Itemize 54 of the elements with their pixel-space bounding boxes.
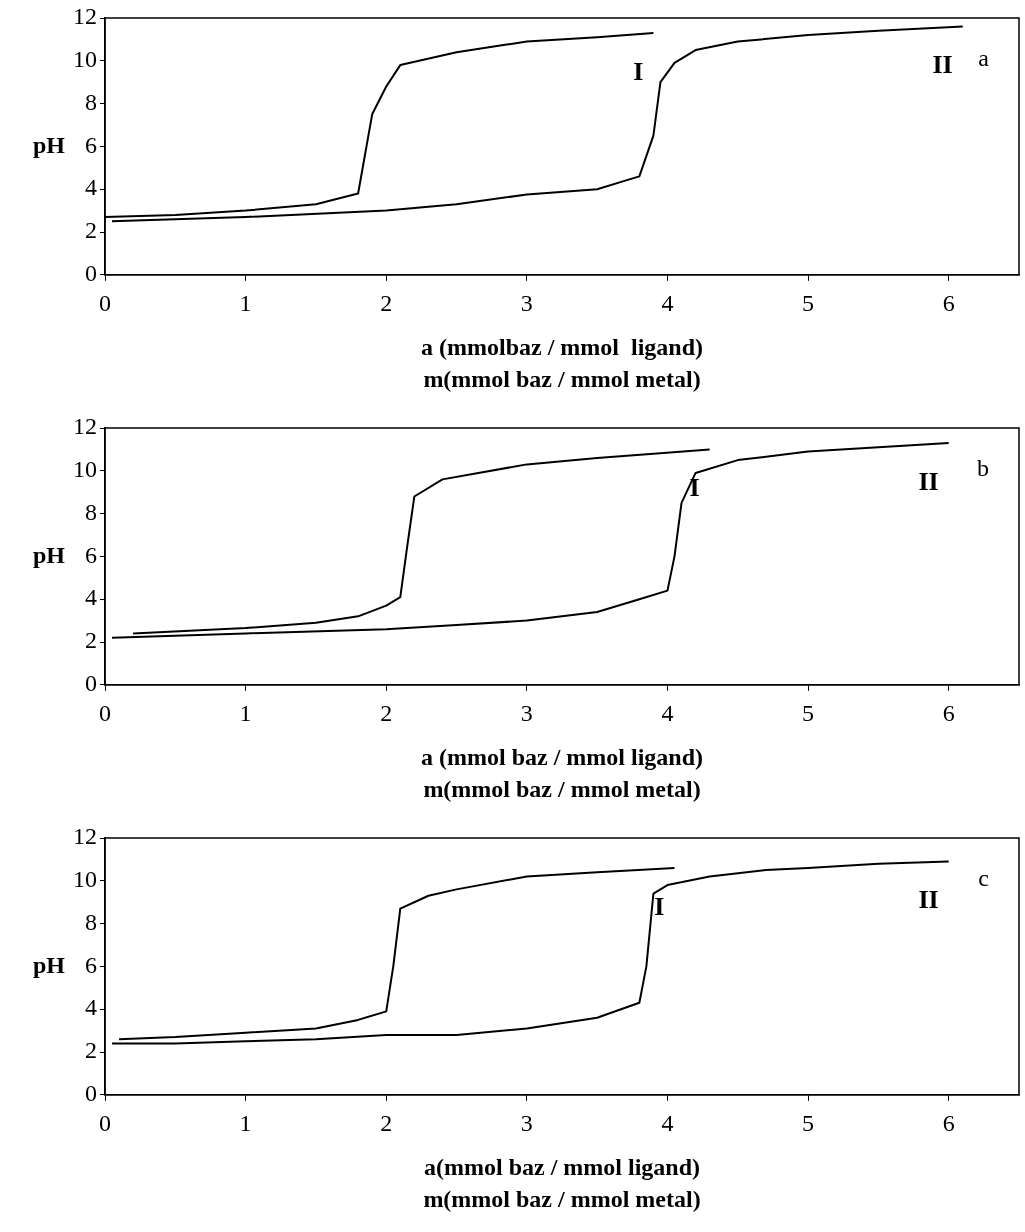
x-tick-label: 4 <box>661 290 674 317</box>
x-tick-label: 1 <box>239 290 252 317</box>
y-tick-label: 8 <box>85 498 97 525</box>
x-tick-label: 3 <box>520 700 533 727</box>
series-label: II <box>918 466 939 496</box>
y-tick-label: 2 <box>85 627 97 654</box>
y-tick-label: 10 <box>73 866 97 893</box>
x-tick-label: 3 <box>520 1110 533 1137</box>
x-tick-label: 6 <box>942 1110 955 1137</box>
x-tick-label: 2 <box>380 290 393 317</box>
y-tick-label: 4 <box>85 994 97 1021</box>
y-tick-label: 8 <box>85 908 97 935</box>
x-tick-label: 1 <box>239 1110 252 1137</box>
y-tick-label: 0 <box>85 260 97 287</box>
y-tick-label: 10 <box>73 46 97 73</box>
y-tick-label: 12 <box>73 413 97 440</box>
annotation: b <box>977 455 989 482</box>
x-tick-label: 2 <box>380 700 393 727</box>
annotation: a <box>978 45 990 72</box>
y-tick-label: 8 <box>85 88 97 115</box>
series-label: I <box>654 891 665 921</box>
y-axis-title: pH <box>32 951 66 978</box>
x-tick-label: 3 <box>520 290 533 317</box>
y-tick-label: 10 <box>73 456 97 483</box>
x-tick-label: 1 <box>239 700 252 727</box>
x-tick-label: 5 <box>802 1110 815 1137</box>
x-axis-title: a (mmol baz / mmol ligand) m(mmol baz / mmol metal) <box>421 744 703 802</box>
x-axis-title: a (mmolbaz / mmol ligand) m(mmol baz / mmol metal) <box>421 334 703 392</box>
x-tick-label: 6 <box>942 290 955 317</box>
x-tick-label: 5 <box>802 700 815 727</box>
y-tick-label: 2 <box>85 217 97 244</box>
y-tick-label: 12 <box>73 3 97 30</box>
y-tick-label: 6 <box>85 541 97 568</box>
x-tick-label: 2 <box>380 1110 393 1137</box>
x-axis-title: a(mmol baz / mmol ligand) m(mmol baz / mmol metal) <box>423 1154 701 1212</box>
y-axis-title: pH <box>32 131 66 158</box>
y-tick-label: 12 <box>73 823 97 850</box>
y-axis-title: pH <box>32 541 66 568</box>
annotation: c <box>978 865 989 892</box>
y-tick-label: 6 <box>85 951 97 978</box>
y-tick-label: 2 <box>85 1037 97 1064</box>
series-label: II <box>918 885 939 915</box>
x-tick-label: 5 <box>802 290 815 317</box>
x-tick-label: 4 <box>661 1110 674 1137</box>
y-tick-label: 4 <box>85 584 97 611</box>
y-tick-label: 4 <box>85 174 97 201</box>
x-tick-label: 4 <box>661 700 674 727</box>
y-tick-label: 6 <box>85 131 97 158</box>
y-tick-label: 0 <box>85 1080 97 1107</box>
series-label: I <box>633 56 644 86</box>
series-label: II <box>932 50 953 80</box>
x-tick-label: 6 <box>942 700 955 727</box>
y-tick-label: 0 <box>85 670 97 697</box>
series-label: I <box>689 473 700 503</box>
